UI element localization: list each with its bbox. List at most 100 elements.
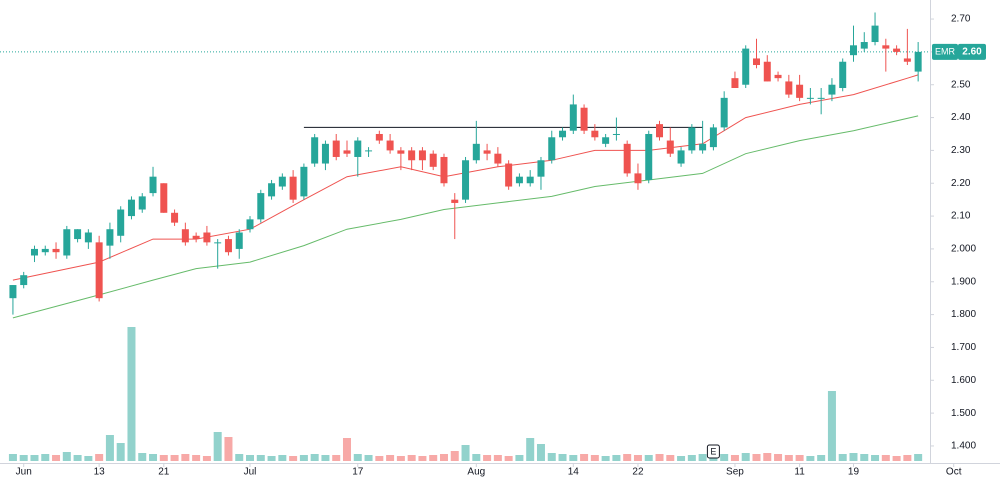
candle-body bbox=[224, 239, 232, 253]
volume-bar bbox=[95, 454, 104, 461]
candle-body bbox=[300, 166, 308, 197]
y-tick-label: 2.30 bbox=[951, 145, 971, 156]
volume-bar bbox=[774, 454, 783, 461]
candle-body bbox=[483, 150, 491, 154]
volume-bar bbox=[116, 443, 125, 461]
candle-body bbox=[623, 143, 631, 174]
candle-body bbox=[763, 61, 771, 82]
candle-body bbox=[817, 97, 825, 99]
volume-bar bbox=[860, 454, 869, 461]
candle-body bbox=[634, 173, 642, 184]
y-tick-label: 1.400 bbox=[951, 441, 976, 452]
volume-bar bbox=[41, 454, 50, 461]
candle-body bbox=[893, 48, 901, 52]
volume-bar bbox=[472, 454, 481, 461]
y-tick-label: 1.500 bbox=[951, 408, 976, 419]
volume-bar bbox=[342, 438, 351, 461]
volume-pane bbox=[8, 327, 923, 461]
volume-bar bbox=[429, 455, 438, 461]
candle-body bbox=[914, 51, 922, 72]
volume-bar bbox=[849, 453, 858, 461]
candle-body bbox=[418, 150, 426, 161]
volume-bar bbox=[192, 455, 201, 461]
candle-body bbox=[95, 242, 103, 299]
price-tag-symbol-text: EMR bbox=[935, 46, 956, 56]
candle-body bbox=[580, 107, 588, 131]
volume-bar bbox=[817, 455, 826, 461]
y-tick-label: 2.20 bbox=[951, 178, 971, 189]
volume-bar bbox=[655, 454, 664, 461]
volume-bar bbox=[386, 455, 395, 461]
y-tick-label: 2.000 bbox=[951, 244, 976, 255]
candle-body bbox=[709, 127, 717, 148]
candle-body bbox=[451, 199, 459, 203]
volume-bar bbox=[149, 454, 158, 461]
candle-body bbox=[343, 150, 351, 154]
candle-body bbox=[30, 248, 38, 256]
candle-body bbox=[645, 133, 653, 180]
volume-bar bbox=[461, 445, 470, 461]
volume-bar bbox=[418, 456, 427, 461]
candle-body bbox=[408, 150, 416, 161]
x-tick-label: 13 bbox=[94, 467, 106, 478]
candle-body bbox=[429, 153, 437, 167]
volume-bar bbox=[590, 455, 599, 461]
volume-bar bbox=[515, 455, 524, 461]
volume-bar bbox=[353, 454, 362, 461]
candle-body bbox=[9, 285, 17, 299]
volume-bar bbox=[8, 454, 17, 461]
candle-body bbox=[515, 176, 523, 184]
volume-bar bbox=[256, 455, 265, 461]
candle-body bbox=[246, 219, 254, 230]
volume-bar bbox=[806, 456, 815, 461]
volume-bar bbox=[827, 391, 836, 461]
x-tick-label: 11 bbox=[794, 467, 805, 478]
x-tick-label: Jun bbox=[16, 467, 32, 478]
x-tick-label: Jul bbox=[244, 467, 257, 478]
x-tick-label: 19 bbox=[848, 467, 860, 478]
price-tag-text: 2.60 bbox=[962, 47, 982, 58]
candle-body bbox=[882, 45, 890, 49]
moving-average bbox=[12, 115, 919, 319]
volume-bar bbox=[159, 455, 168, 461]
candle-body bbox=[548, 137, 556, 161]
volume-bar bbox=[450, 451, 459, 461]
volume-bar bbox=[73, 455, 82, 461]
candle-body bbox=[472, 143, 480, 161]
price-tag-symbol bbox=[932, 43, 958, 60]
volume-bar bbox=[914, 454, 923, 461]
candle-body bbox=[203, 232, 211, 243]
x-tick-label: 22 bbox=[632, 467, 644, 478]
candle-body bbox=[753, 58, 761, 66]
volume-bar bbox=[644, 455, 653, 461]
volume-bar bbox=[364, 455, 373, 461]
candle-body bbox=[903, 58, 911, 62]
volume-bar bbox=[246, 455, 255, 461]
volume-bar bbox=[202, 456, 211, 461]
candle-body bbox=[860, 42, 868, 49]
volume-bar bbox=[903, 455, 912, 461]
volume-bar bbox=[871, 455, 880, 461]
volume-bar bbox=[52, 455, 61, 461]
volume-bar bbox=[558, 454, 567, 461]
volume-bar bbox=[504, 456, 513, 461]
candle-body bbox=[537, 160, 545, 177]
volume-bar bbox=[267, 456, 276, 461]
candle-body bbox=[699, 143, 707, 151]
y-tick-label: 1.700 bbox=[951, 342, 976, 353]
volume-bar bbox=[623, 454, 632, 461]
x-tick-label: 21 bbox=[158, 467, 170, 478]
volume-bar bbox=[741, 453, 750, 461]
volume-bar bbox=[289, 456, 298, 461]
candle-body bbox=[440, 156, 448, 184]
volume-bar bbox=[752, 454, 761, 461]
candle-body bbox=[138, 196, 146, 210]
earnings-marker bbox=[706, 444, 720, 459]
candle-body bbox=[332, 140, 340, 157]
volume-bar bbox=[19, 455, 28, 461]
candle-body bbox=[117, 209, 125, 236]
candle-body bbox=[106, 229, 114, 246]
volume-bar bbox=[687, 455, 696, 461]
candle-body bbox=[774, 74, 782, 79]
volume-bar bbox=[763, 453, 772, 461]
